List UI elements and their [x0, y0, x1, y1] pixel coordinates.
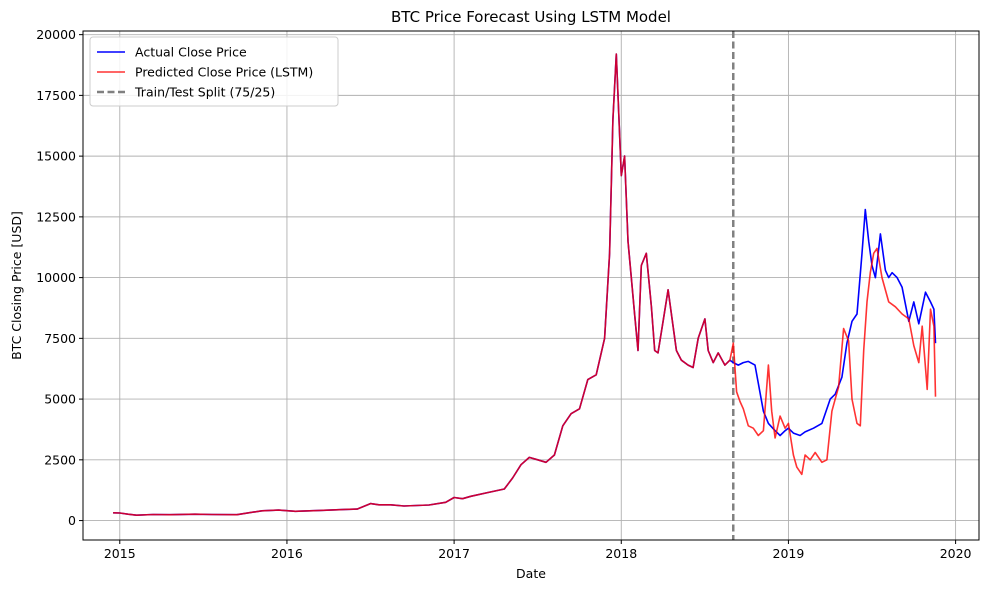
y-tick-label: 5000 [44, 392, 76, 407]
y-tick-label: 2500 [44, 452, 76, 467]
x-tick-label: 2015 [104, 546, 136, 561]
x-tick-label: 2020 [940, 546, 972, 561]
x-tick-label: 2019 [773, 546, 805, 561]
y-tick-label: 0 [68, 513, 76, 528]
y-tick-label: 20000 [36, 27, 76, 42]
plot-frame [82, 30, 980, 541]
legend-box [89, 36, 339, 107]
series-group [113, 53, 937, 517]
y-axis-ticks: 0 2500 5000 7500 10000 12500 15000 17500 20000 [36, 27, 83, 528]
x-tick-label: 2017 [438, 546, 470, 561]
grid [83, 31, 979, 540]
y-tick-label: 7500 [44, 331, 76, 346]
actual-close-price-line [113, 53, 937, 517]
legend-split-label: Train/Test Split (75/25) [134, 85, 275, 100]
y-tick-label: 15000 [36, 149, 76, 164]
chart-title: BTC Price Forecast Using LSTM Model [391, 8, 671, 26]
x-tick-label: 2016 [271, 546, 303, 561]
x-tick-label: 2018 [605, 546, 637, 561]
legend-actual-label: Actual Close Price [135, 45, 247, 60]
y-tick-label: 12500 [36, 209, 76, 224]
y-axis-label: BTC Closing Price [USD] [9, 211, 24, 360]
legend-predicted-label: Predicted Close Price (LSTM) [135, 65, 313, 80]
x-axis-ticks: 2015 2016 2017 2018 2019 2020 [104, 540, 972, 561]
x-axis-label: Date [516, 566, 546, 581]
legend: Actual Close Price Predicted Close Price … [89, 36, 339, 107]
y-tick-label: 17500 [36, 88, 76, 103]
predicted-close-price-line [113, 53, 937, 517]
y-tick-label: 10000 [36, 270, 76, 285]
